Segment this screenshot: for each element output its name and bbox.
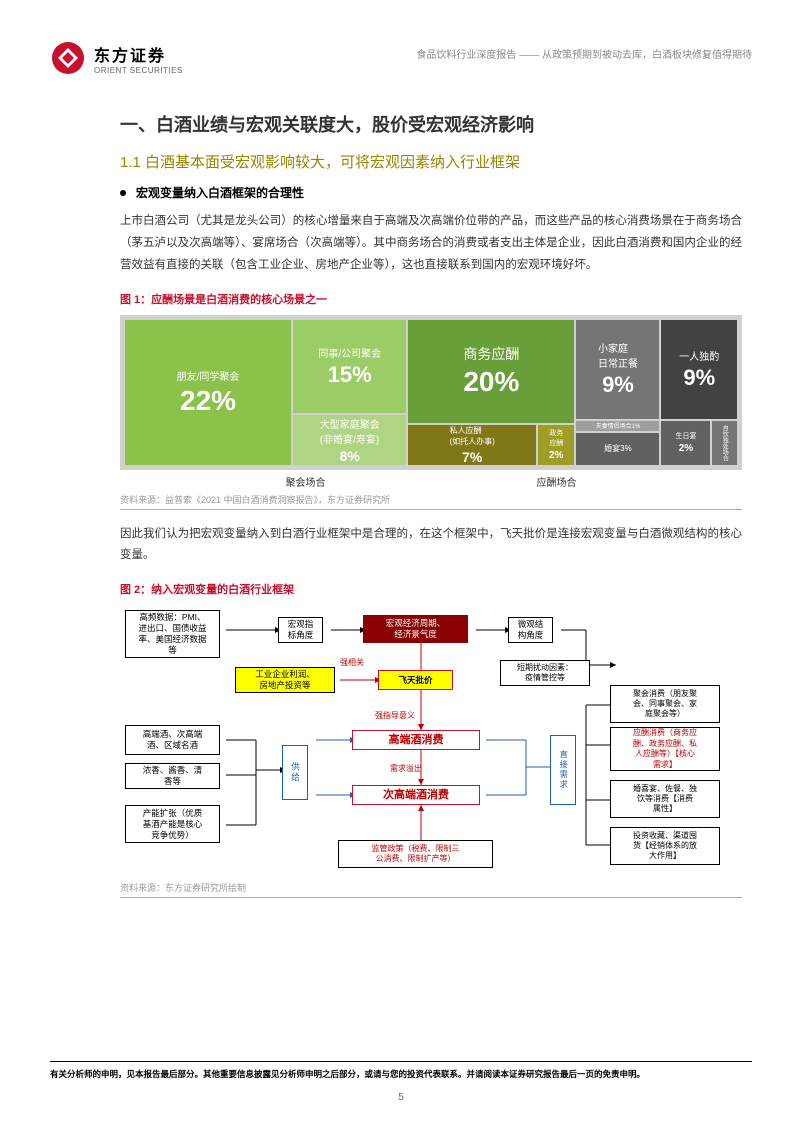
treemap-axis: 聚会场合 应酬场合: [120, 474, 742, 489]
treemap-chart: 朋友/同学聚会 22% 同事/公司聚会 15% 大型家庭聚会 (非婚宴/寿宴) …: [120, 315, 742, 470]
fc-box-feitian: 飞天批价: [378, 670, 453, 690]
tm-cell-wedding: 婚宴3%: [576, 433, 659, 465]
heading-2: 1.1 白酒基本面受宏观影响较大，可将宏观因素纳入行业框架: [120, 151, 742, 172]
fc-box-party: 聚会消费（朋友聚 会、同事聚会、家 庭聚会等）: [610, 685, 720, 723]
footer-disclaimer: 有关分析师的申明，见本报告最后部分。其他重要信息披露见分析师申明之后部分，或请与…: [50, 1068, 752, 1080]
tm-cell-birthday: 生日宴 2%: [661, 421, 710, 465]
figure-2-title: 图 2：纳入宏观变量的白酒行业框架: [120, 581, 742, 597]
paragraph-2: 因此我们认为把宏观变量纳入到白酒行业框架中是合理的，在这个框架中，飞天批价是连接…: [120, 524, 742, 568]
fc-label-guide: 强指导意义: [375, 710, 415, 721]
fc-box-macro-angle: 宏观指 标角度: [278, 617, 323, 643]
tm-cell-business: 商务应酬 20%: [408, 320, 574, 423]
tm-cell-self: 自饮独处场合: [712, 421, 737, 465]
fc-box-supply: 供给: [282, 745, 308, 800]
fc-box-macro-cycle: 宏观经济周期、 经济景气度: [363, 615, 468, 643]
tm-cell-alone: 一人独酌 9%: [661, 320, 737, 419]
fc-box-invest: 投资收藏、渠道囤 货【经销体系的放 大作用】: [610, 827, 720, 865]
tm-cell-friends: 朋友/同学聚会 22%: [125, 320, 291, 465]
fc-box-capacity: 产能扩张（优质 基酒产能是核心 竞争优势）: [125, 805, 220, 843]
fc-label-strong-corr: 强相关: [340, 657, 364, 668]
fc-box-regulation: 监管政策（税费、限制三 公消费、限制扩产等）: [338, 840, 493, 868]
logo-cn: 东方证券: [94, 42, 183, 66]
tm-cell-colleague: 同事/公司聚会 15%: [293, 320, 406, 413]
header-subtitle: 食品饮料行业深度报告 —— 从政策预期到被动去库，白酒板块修复值得期待: [416, 46, 752, 61]
fc-box-covid: 短期扰动因素： 疫情管控等: [500, 660, 590, 686]
figure-2-source: 资料来源：东方证券研究所绘制: [120, 881, 742, 898]
fc-box-industry-profit: 工业企业利润、 房地产投资等: [235, 667, 335, 693]
tm-cell-home: 小家庭 日常正餐 9%: [576, 320, 659, 419]
fc-box-demand: 直接需求: [550, 735, 576, 805]
logo-en: ORIENT SECURITIES: [94, 66, 183, 75]
fc-box-highend-list: 高端酒、次高端 酒、区域名酒: [125, 725, 220, 755]
sub-heading: 宏观变量纳入白酒框架的合理性: [136, 184, 304, 201]
tm-cell-gov: 政务 应酬 2%: [538, 425, 574, 465]
logo-icon: [50, 40, 86, 76]
logo: 东方证券 ORIENT SECURITIES: [50, 40, 183, 76]
fc-box-subhigh-consume: 次高端酒消费: [352, 785, 480, 805]
fc-box-micro-angle: 微观结 构角度: [508, 617, 553, 643]
tm-cell-private: 私人应酬 (如托人办事) 7%: [408, 425, 536, 465]
fc-label-overflow: 需求溢出: [390, 763, 422, 774]
tm-cell-couple: 夫妻情侣场合1%: [576, 421, 659, 432]
flowchart: 高频数据：PMI、 进出口、国债收益 率、美国经济数据 等 宏观指 标角度 宏观…: [120, 605, 742, 875]
fc-box-business-consume: 应酬消费（商务应 酬、政务应酬、私 人应酬等）【核心 需求】: [610, 727, 720, 771]
page-number: 5: [50, 1092, 752, 1103]
bullet-row: 宏观变量纳入白酒框架的合理性: [120, 184, 742, 201]
tm-cell-family: 大型家庭聚会 (非婚宴/寿宴) 8%: [293, 415, 406, 465]
fc-box-highend-consume: 高端酒消费: [352, 730, 480, 750]
fc-box-data: 高频数据：PMI、 进出口、国债收益 率、美国经济数据 等: [125, 610, 220, 658]
paragraph-1: 上市白酒公司（尤其是龙头公司）的核心增量来自于高端及次高端价位带的产品，而这些产…: [120, 211, 742, 277]
figure-1-source: 资料来源：益普索《2021 中国白酒消费洞察报告》，东方证券研究所: [120, 493, 742, 510]
figure-1-title: 图 1：应酬场景是白酒消费的核心场景之一: [120, 291, 742, 307]
fc-box-wedding-consume: 婚喜宴、佐餐、独 饮等消费【消费 属性】: [610, 780, 720, 818]
page-header: 东方证券 ORIENT SECURITIES 食品饮料行业深度报告 —— 从政策…: [50, 40, 752, 76]
page-footer: 有关分析师的申明，见本报告最后部分。其他重要信息披露见分析师申明之后部分，或请与…: [50, 1061, 752, 1103]
fc-box-flavor: 浓香、酱香、清 香等: [125, 763, 220, 789]
heading-1: 一、白酒业绩与宏观关联度大，股价受宏观经济影响: [120, 111, 742, 137]
bullet-icon: [120, 190, 126, 196]
